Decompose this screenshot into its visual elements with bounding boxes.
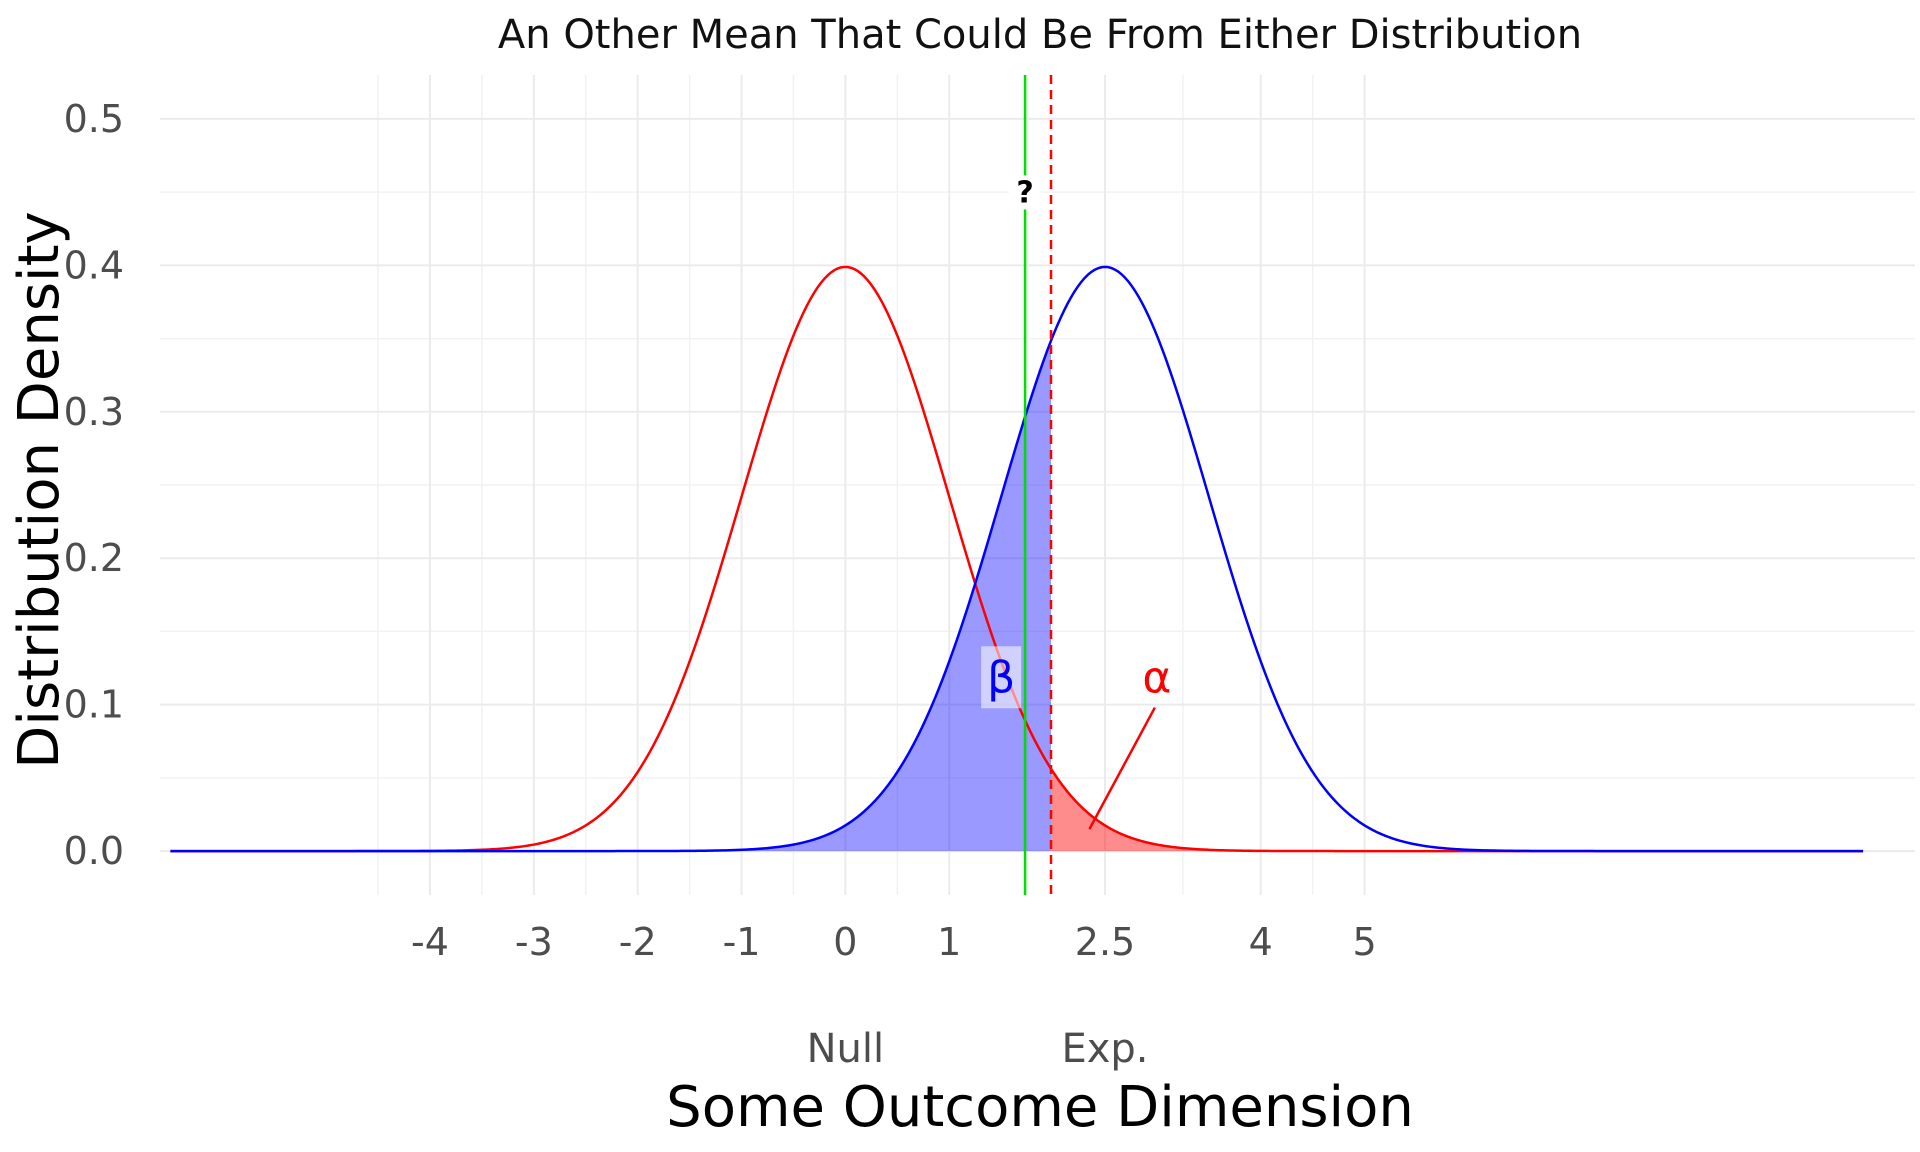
x-group-label: Null: [807, 1026, 885, 1072]
shaded-area-beta: [170, 340, 1051, 852]
y-tick-label: 0.3: [64, 390, 124, 434]
x-tick-label: 1: [937, 920, 961, 964]
y-tick-label: 0.2: [64, 536, 124, 580]
x-tick-label: 2.5: [1075, 920, 1135, 964]
y-tick-labels: 0.0 0.1 0.2 0.3 0.4 0.5: [64, 97, 124, 873]
x-tick-label: 0: [833, 920, 857, 964]
y-axis-title: Distribution Density: [7, 211, 72, 768]
x-tick-label: 4: [1249, 920, 1273, 964]
annotations: ? β α: [981, 175, 1171, 830]
x-group-labels: Null Exp.: [807, 1026, 1149, 1072]
experimental-density-curve: [170, 265, 1864, 853]
x-tick-label: -3: [515, 920, 553, 964]
chart-title: An Other Mean That Could Be From Either …: [498, 12, 1582, 58]
y-tick-label: 0.1: [64, 683, 124, 727]
x-tick-label: 5: [1353, 920, 1377, 964]
y-tick-label: 0.5: [64, 97, 124, 141]
beta-label: β: [987, 652, 1015, 703]
alpha-pointer-line: [1088, 706, 1156, 830]
reference-lines: [1023, 75, 1053, 895]
y-tick-label: 0.4: [64, 243, 124, 287]
question-label-background: [1009, 175, 1042, 210]
beta-label-background: [981, 646, 1022, 709]
x-group-label: Exp.: [1061, 1026, 1148, 1072]
x-tick-label: -2: [619, 920, 657, 964]
shaded-area-alpha: [1051, 768, 1864, 852]
x-tick-label: -1: [723, 920, 761, 964]
x-tick-labels: -4 -3 -2 -1 0 1 2.5 4 5: [411, 920, 1377, 964]
shaded-areas: [170, 340, 1864, 852]
y-tick-label: 0.0: [64, 829, 124, 873]
x-axis-title: Some Outcome Dimension: [666, 1075, 1414, 1140]
observed-mean-label: ?: [1016, 175, 1033, 210]
alpha-label: α: [1142, 652, 1171, 703]
x-tick-label: -4: [411, 920, 449, 964]
